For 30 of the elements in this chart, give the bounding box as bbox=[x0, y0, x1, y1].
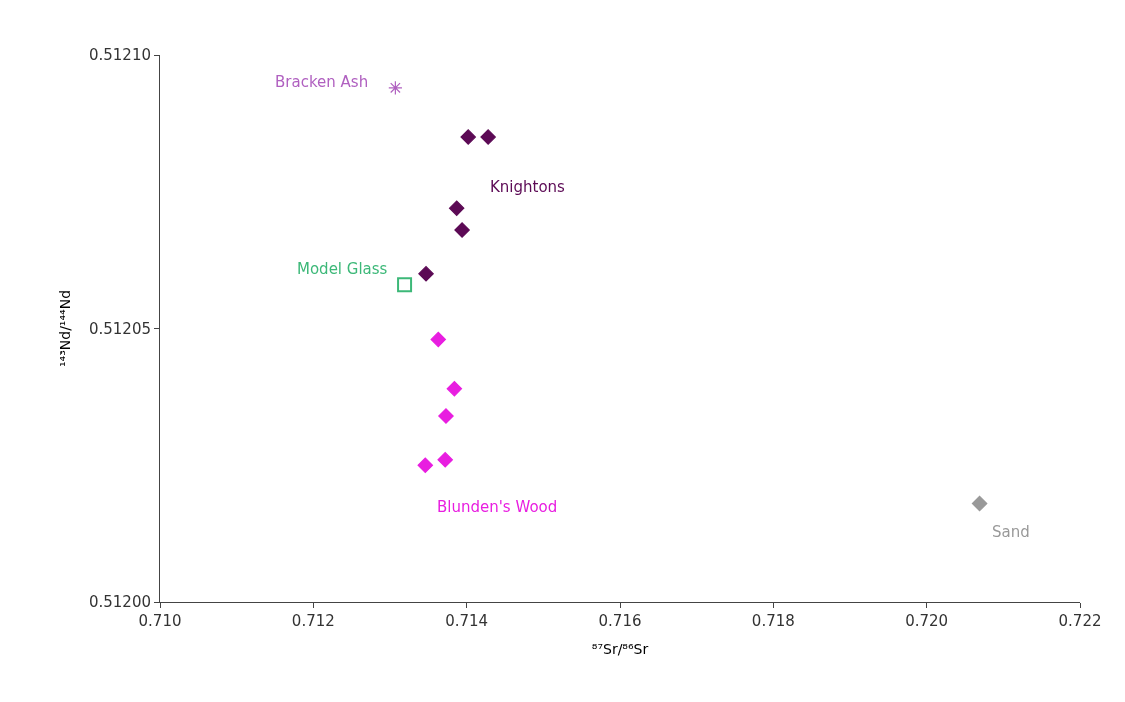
point bbox=[460, 129, 476, 145]
point bbox=[480, 129, 496, 145]
y-axis-title: ¹⁴³Nd/¹⁴⁴Nd bbox=[56, 289, 73, 368]
point bbox=[971, 495, 988, 512]
point bbox=[438, 408, 454, 424]
x-tick-label: 0.712 bbox=[291, 612, 335, 630]
x-axis-title: ⁸⁷Sr/⁸⁶Sr bbox=[591, 641, 649, 658]
x-tick-label: 0.714 bbox=[445, 612, 489, 630]
point bbox=[446, 380, 463, 397]
series-label: Blunden's Wood bbox=[437, 498, 558, 516]
point bbox=[397, 277, 413, 293]
point bbox=[417, 457, 434, 473]
series-label: Model Glass bbox=[297, 260, 388, 278]
series-label: Sand bbox=[992, 523, 1030, 541]
series-label: Knightons bbox=[490, 178, 566, 196]
point bbox=[388, 80, 403, 96]
point bbox=[430, 331, 447, 348]
series-label: Bracken Ash bbox=[275, 73, 369, 91]
point bbox=[437, 452, 453, 468]
point bbox=[454, 222, 470, 238]
point bbox=[448, 200, 465, 216]
x-tick-label: 0.710 bbox=[138, 612, 182, 630]
x-tick-label: 0.720 bbox=[905, 612, 949, 630]
x-tick-label: 0.722 bbox=[1058, 612, 1102, 630]
y-tick-label: 0.51200 bbox=[88, 593, 151, 612]
x-tick-label: 0.716 bbox=[598, 612, 642, 630]
x-tick-label: 0.718 bbox=[751, 612, 795, 630]
point bbox=[418, 266, 434, 282]
y-tick-label: 0.51210 bbox=[88, 46, 151, 65]
y-tick-label: 0.51205 bbox=[88, 319, 151, 338]
